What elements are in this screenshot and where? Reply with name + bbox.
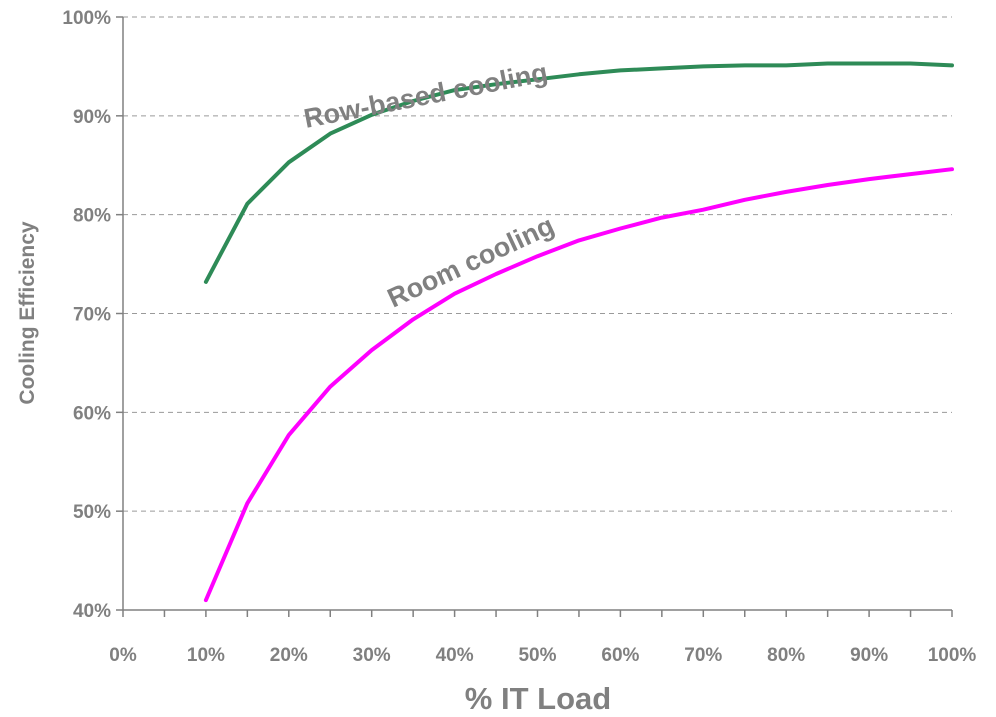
x-axis-title: % IT Load — [465, 681, 611, 716]
x-tick-label: 20% — [270, 645, 308, 666]
x-tick-label: 40% — [436, 645, 474, 666]
x-tick-label: 30% — [353, 645, 391, 666]
ticks: 40% 50% 60% 70% 80% 90% 100% 0% 10% 20% 30% 40% 50% 6… — [62, 8, 976, 666]
y-tick-label: 70% — [73, 305, 111, 326]
x-tick-label: 100% — [928, 645, 977, 666]
x-tick-label: 0% — [109, 645, 137, 666]
y-tick-label: 60% — [73, 403, 111, 424]
x-tick-label: 90% — [850, 645, 888, 666]
x-tick-label: 80% — [767, 645, 805, 666]
x-tick-label: 10% — [187, 645, 225, 666]
series-label-row-based-cooling: Row-based cooling — [301, 57, 550, 134]
gridlines — [123, 16, 952, 512]
series-line-row-based-cooling — [203, 61, 954, 284]
x-tick-label: 60% — [601, 645, 639, 666]
y-tick-label: 50% — [73, 502, 111, 523]
x-tick-label: 70% — [684, 645, 722, 666]
y-tick-label: 40% — [73, 601, 111, 622]
y-tick-label: 90% — [73, 107, 111, 128]
series-lines — [203, 61, 954, 603]
y-tick-label: 100% — [62, 8, 111, 29]
series-label-room-cooling: Room cooling — [383, 210, 559, 313]
y-tick-label: 80% — [73, 206, 111, 227]
series-line-room-cooling — [203, 167, 954, 603]
x-tick-label: 50% — [518, 645, 556, 666]
y-axis-title: Cooling Efficiency — [16, 221, 39, 405]
